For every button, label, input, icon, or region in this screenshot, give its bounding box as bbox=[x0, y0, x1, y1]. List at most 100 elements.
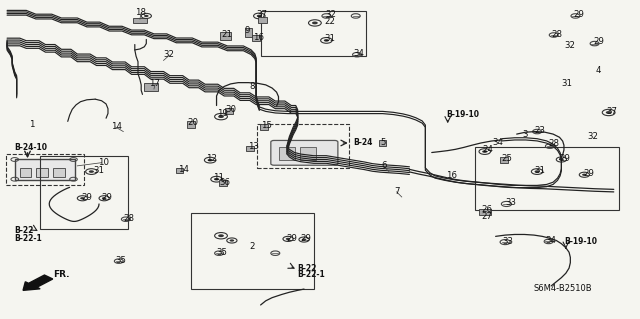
Text: B-22-1: B-22-1 bbox=[15, 234, 42, 243]
Text: S6M4-B2510B: S6M4-B2510B bbox=[534, 284, 593, 293]
Bar bbox=[220, 32, 231, 40]
Text: 24: 24 bbox=[483, 145, 494, 154]
Text: 14: 14 bbox=[178, 165, 189, 174]
Bar bbox=[175, 168, 183, 174]
Circle shape bbox=[214, 178, 219, 181]
Text: 17: 17 bbox=[150, 79, 161, 88]
Text: 4: 4 bbox=[596, 66, 602, 75]
Text: 8: 8 bbox=[250, 82, 255, 91]
Bar bbox=[225, 108, 233, 115]
FancyBboxPatch shape bbox=[271, 140, 338, 165]
Text: B-24-10: B-24-10 bbox=[15, 143, 48, 152]
Bar bbox=[53, 168, 65, 177]
Bar bbox=[40, 156, 129, 229]
Circle shape bbox=[301, 238, 307, 241]
Text: 29: 29 bbox=[102, 193, 113, 202]
Bar bbox=[36, 168, 48, 177]
Text: 30: 30 bbox=[225, 105, 237, 114]
Text: 28: 28 bbox=[548, 139, 559, 148]
Circle shape bbox=[257, 15, 262, 17]
Text: 37: 37 bbox=[606, 107, 617, 116]
Text: 16: 16 bbox=[447, 171, 458, 180]
Text: 29: 29 bbox=[301, 234, 312, 243]
Text: 11: 11 bbox=[212, 174, 224, 182]
Text: 27: 27 bbox=[481, 211, 492, 220]
Text: B-24: B-24 bbox=[353, 138, 372, 147]
Bar bbox=[144, 83, 158, 91]
Circle shape bbox=[324, 39, 329, 42]
Text: 20: 20 bbox=[187, 118, 198, 128]
Circle shape bbox=[312, 21, 318, 24]
Text: 29: 29 bbox=[82, 193, 93, 202]
Circle shape bbox=[80, 197, 84, 199]
Circle shape bbox=[582, 174, 587, 176]
Circle shape bbox=[559, 158, 564, 161]
Text: B-19-10: B-19-10 bbox=[447, 110, 479, 119]
Bar bbox=[379, 140, 387, 146]
Text: 26: 26 bbox=[481, 205, 492, 214]
Circle shape bbox=[534, 170, 540, 173]
Text: 1: 1 bbox=[29, 120, 35, 129]
Bar bbox=[6, 154, 84, 185]
Bar bbox=[479, 209, 490, 215]
Text: 29: 29 bbox=[559, 154, 570, 163]
Text: 23: 23 bbox=[534, 126, 545, 135]
Text: 22: 22 bbox=[324, 17, 335, 26]
Text: 29: 29 bbox=[593, 38, 604, 47]
Text: B-19-10: B-19-10 bbox=[564, 237, 597, 246]
Text: 28: 28 bbox=[124, 214, 134, 223]
Text: 35: 35 bbox=[216, 248, 227, 257]
Bar bbox=[279, 147, 295, 160]
Circle shape bbox=[482, 150, 487, 153]
Circle shape bbox=[218, 115, 224, 118]
FancyArrow shape bbox=[23, 275, 52, 290]
Text: 32: 32 bbox=[164, 49, 175, 59]
Text: 29: 29 bbox=[583, 169, 594, 178]
Text: 19: 19 bbox=[216, 109, 227, 118]
Text: 12: 12 bbox=[206, 154, 218, 163]
Text: 33: 33 bbox=[502, 237, 514, 246]
Circle shape bbox=[89, 170, 94, 173]
Text: 29: 29 bbox=[573, 10, 584, 19]
Bar bbox=[219, 180, 227, 187]
Text: 34: 34 bbox=[545, 236, 556, 245]
Bar bbox=[252, 35, 260, 41]
Text: FR.: FR. bbox=[53, 270, 70, 279]
Bar bbox=[15, 159, 76, 181]
Text: 29: 29 bbox=[287, 234, 298, 243]
Text: 21: 21 bbox=[221, 30, 232, 39]
Text: 10: 10 bbox=[99, 158, 109, 167]
Text: 7: 7 bbox=[394, 187, 399, 196]
Text: B-22: B-22 bbox=[15, 226, 34, 235]
Text: 3: 3 bbox=[522, 130, 528, 138]
Text: 32: 32 bbox=[587, 132, 598, 141]
Text: 31: 31 bbox=[534, 166, 545, 175]
Circle shape bbox=[230, 239, 234, 241]
Bar bbox=[20, 168, 31, 177]
Text: 33: 33 bbox=[505, 198, 516, 207]
Text: 16: 16 bbox=[253, 33, 264, 42]
Text: 31: 31 bbox=[93, 166, 104, 175]
Text: 32: 32 bbox=[564, 41, 575, 50]
Bar bbox=[261, 11, 366, 56]
Text: 34: 34 bbox=[492, 138, 504, 147]
Circle shape bbox=[102, 197, 106, 199]
Text: 35: 35 bbox=[116, 256, 127, 265]
Text: 31: 31 bbox=[324, 34, 335, 43]
Bar bbox=[474, 147, 619, 210]
Bar bbox=[500, 157, 508, 163]
Circle shape bbox=[144, 15, 148, 17]
Bar bbox=[133, 18, 147, 23]
Text: 18: 18 bbox=[135, 8, 146, 17]
Text: 2: 2 bbox=[250, 242, 255, 251]
Text: 9: 9 bbox=[244, 26, 250, 35]
Bar bbox=[300, 147, 316, 160]
Text: 31: 31 bbox=[561, 79, 572, 88]
Text: 6: 6 bbox=[381, 161, 387, 170]
Text: B-22: B-22 bbox=[298, 263, 317, 273]
Bar bbox=[244, 28, 252, 37]
Bar bbox=[246, 145, 253, 151]
Text: 32: 32 bbox=[325, 10, 336, 19]
Circle shape bbox=[218, 234, 224, 237]
Circle shape bbox=[207, 159, 212, 161]
